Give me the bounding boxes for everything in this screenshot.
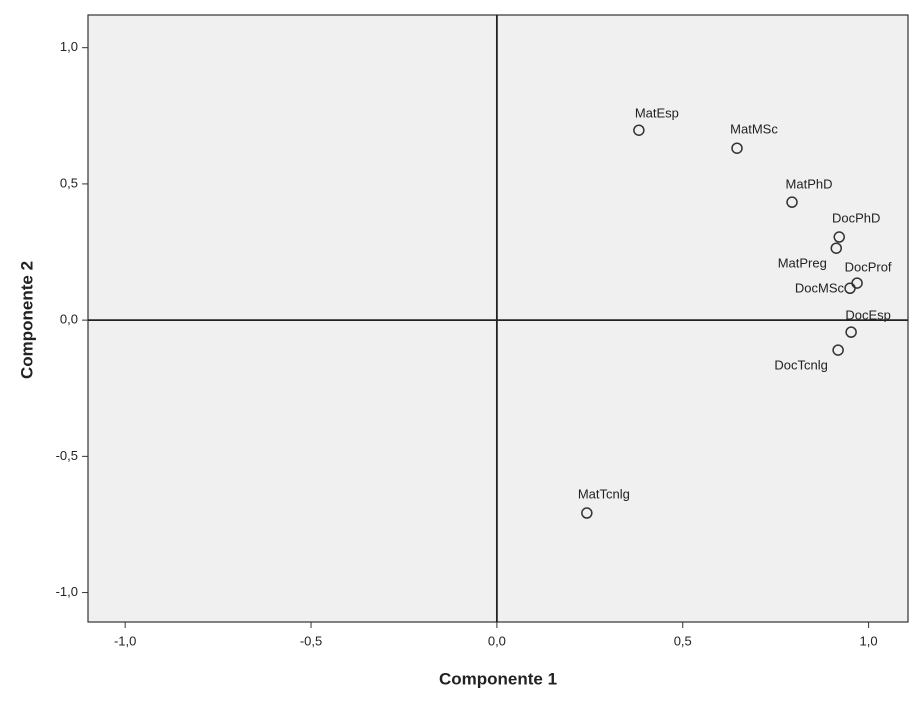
plot-area bbox=[87, 14, 909, 623]
point bbox=[786, 196, 798, 208]
point-label: MatPreg bbox=[778, 256, 827, 271]
x-tick-label: 0,0 bbox=[488, 633, 506, 648]
point bbox=[845, 326, 857, 338]
point bbox=[832, 344, 844, 356]
x-tick-label: -1,0 bbox=[114, 633, 136, 648]
point-label: DocPhD bbox=[832, 210, 880, 225]
point-label: DocMSc bbox=[795, 281, 845, 296]
point-label: DocEsp bbox=[845, 308, 891, 323]
y-tick-label: 0,5 bbox=[60, 175, 78, 190]
point-label: MatMSc bbox=[730, 122, 778, 137]
point-label: DocTcnlg bbox=[774, 358, 827, 373]
point bbox=[633, 124, 645, 136]
point-label: MatTcnlg bbox=[578, 486, 630, 501]
y-tick-label: 1,0 bbox=[60, 39, 78, 54]
y-tick-label: -1,0 bbox=[56, 584, 78, 599]
x-axis-title: Componente 1 bbox=[439, 669, 557, 688]
point bbox=[581, 507, 593, 519]
point-label: MatEsp bbox=[635, 106, 679, 121]
x-tick-label: 0,5 bbox=[674, 633, 692, 648]
point bbox=[830, 242, 843, 254]
point bbox=[833, 231, 845, 243]
point-label: MatPhD bbox=[786, 177, 833, 192]
y-tick-label: 0,0 bbox=[60, 312, 78, 327]
x-tick-label: -0,5 bbox=[300, 633, 322, 648]
point-label: DocProf bbox=[845, 260, 892, 275]
point bbox=[844, 282, 856, 295]
y-axis-title: Componente 2 bbox=[17, 261, 36, 379]
x-tick-label: 1,0 bbox=[860, 633, 878, 648]
y-tick-label: -0,5 bbox=[56, 448, 78, 463]
point bbox=[731, 142, 743, 154]
